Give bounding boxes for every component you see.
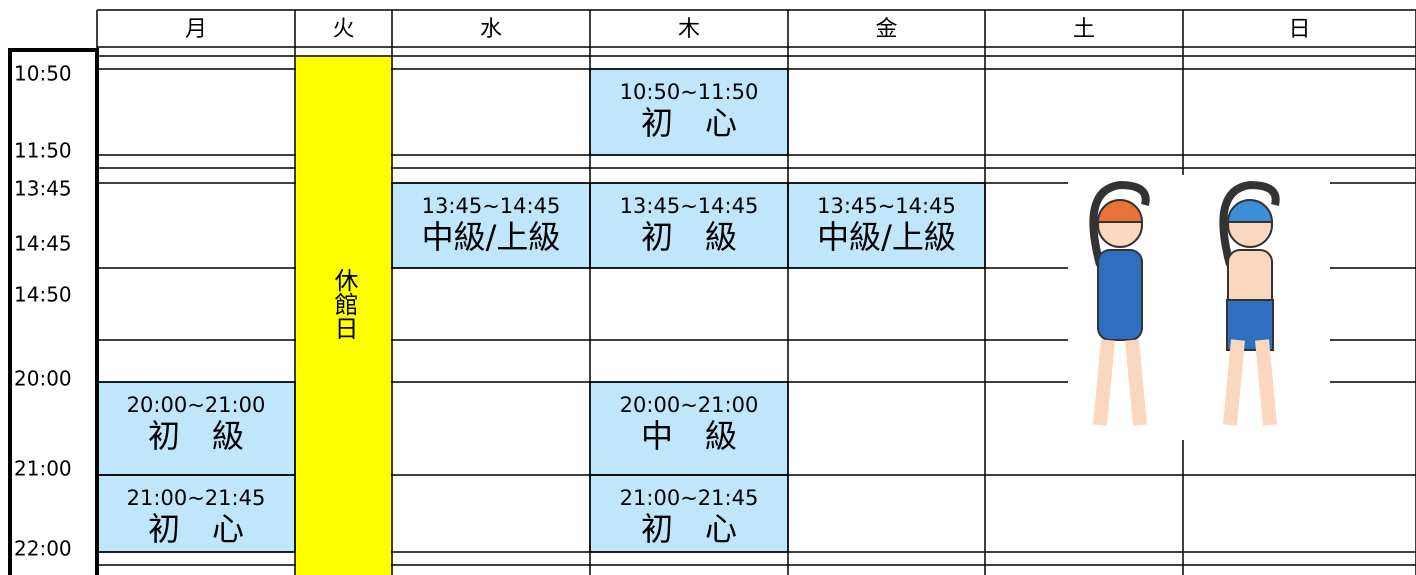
day-header: 土: [1073, 17, 1095, 42]
day-header: 水: [480, 17, 502, 42]
session-level: 初 級: [148, 417, 244, 455]
session-time: 20:00~21:00: [620, 393, 759, 417]
session-time: 21:00~21:45: [620, 486, 759, 510]
time-label: 14:45: [14, 232, 72, 256]
closed-column-cover: [296, 57, 391, 575]
session-level: 中級/上級: [817, 218, 956, 256]
session-time: 13:45~14:45: [620, 194, 759, 218]
session-time: 10:50~11:50: [620, 80, 759, 104]
session-cell: [590, 475, 788, 552]
session-level: 初 心: [148, 510, 244, 548]
day-header: 火: [332, 17, 354, 42]
session-level: 初 級: [641, 218, 737, 256]
day-header: 月: [185, 17, 207, 42]
session-cell: [97, 475, 295, 552]
session-cell: [590, 69, 788, 155]
time-label: 21:00: [14, 457, 72, 481]
swimmer-arm: [1219, 180, 1280, 267]
swimmer-body: [1097, 249, 1143, 341]
session-time: 13:45~14:45: [817, 194, 956, 218]
closed-label: 休館日: [330, 268, 358, 340]
swimmer-arm: [1089, 180, 1150, 267]
session-cell: [97, 382, 295, 475]
session-level: 中級/上級: [422, 218, 561, 256]
swimmer-legs: [1223, 339, 1277, 426]
swimmers-illustration: [1068, 175, 1330, 440]
time-label: 14:50: [14, 283, 72, 307]
time-column-border: [8, 48, 99, 575]
session-cell: [788, 183, 985, 268]
session-level: 中 級: [641, 417, 737, 455]
time-label: 13:45: [14, 177, 72, 201]
time-label: 11:50: [14, 139, 72, 163]
time-label: 20:00: [14, 367, 72, 391]
session-cell: [392, 183, 590, 268]
session-time: 21:00~21:45: [127, 486, 266, 510]
time-label: 10:50: [14, 62, 72, 86]
session-cell: [590, 382, 788, 475]
session-level: 初 心: [641, 104, 737, 142]
day-header: 金: [875, 17, 897, 42]
time-label: 22:00: [14, 537, 72, 561]
swimmer-cap: [1096, 199, 1144, 223]
session-time: 13:45~14:45: [422, 194, 561, 218]
swimmer-legs: [1093, 339, 1147, 426]
session-level: 初 心: [641, 510, 737, 548]
session-cell: [590, 183, 788, 268]
swimmer-cap: [1226, 199, 1274, 223]
day-header: 木: [678, 17, 700, 42]
session-time: 20:00~21:00: [127, 393, 266, 417]
day-header: 日: [1288, 17, 1310, 42]
